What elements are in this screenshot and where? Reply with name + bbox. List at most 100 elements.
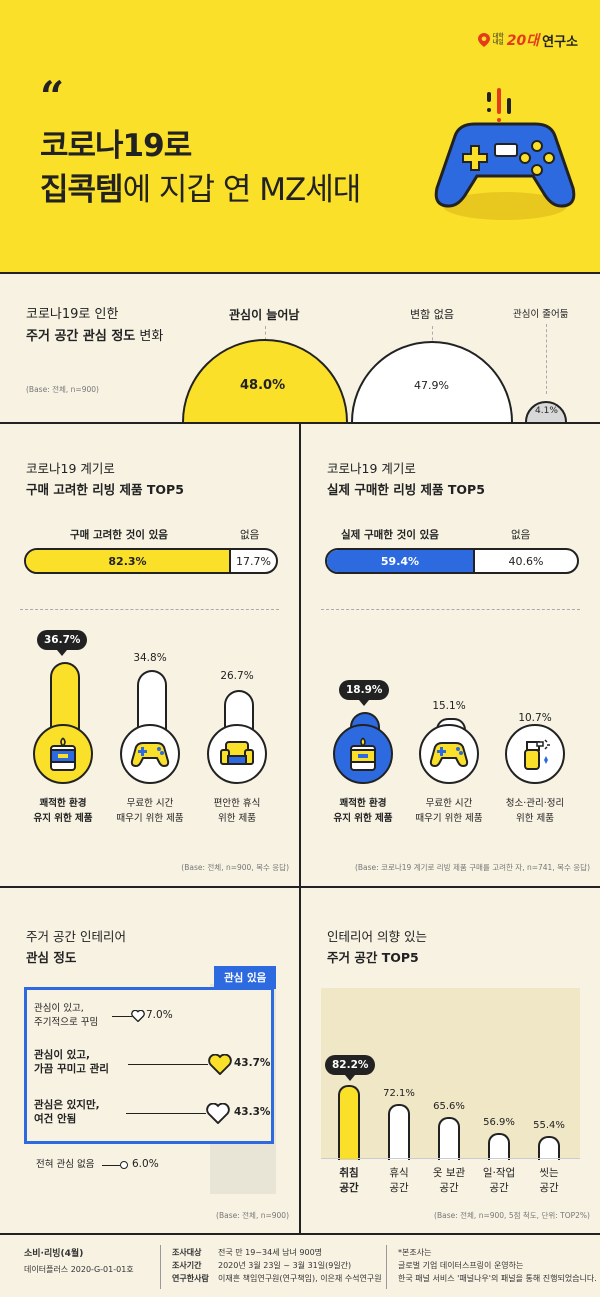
item-label: 편안한 휴식 위한 제품: [213, 798, 261, 824]
interested-tag: 관심 있음: [214, 966, 277, 989]
decreased-value: 4.1%: [535, 406, 558, 416]
value-bubble: 36.7%: [37, 630, 88, 656]
base-note: (Base: 전체, n=900): [216, 1211, 289, 1220]
increased-value: 48.0%: [240, 378, 286, 393]
bar-segment-no: 17.7%: [236, 554, 271, 568]
space-value: 65.6%: [433, 1100, 465, 1112]
base-note: (Base: 전체, n=900): [26, 385, 99, 394]
decreased-semicircle: [525, 401, 567, 422]
footer: 소비·리빙(4월) 데이터플러스 2020-G-01-01호 조사대상 전국 만 …: [0, 1235, 600, 1297]
brand-word: 연구소: [542, 34, 578, 50]
base-note: (Base: 전체, n=900, 복수 응답): [181, 863, 289, 872]
space-column: [488, 1132, 510, 1160]
bar-label-yes: 구매 고려한 것이 있음: [70, 529, 168, 541]
item-label: 무료한 시간 때우기 위한 제품: [116, 798, 184, 824]
semicircle-chart: [182, 339, 567, 422]
value-tube: [224, 690, 254, 730]
panel-title: 주거 공간 인테리어 관심 정도: [26, 929, 126, 965]
value-label: 15.1%: [432, 700, 466, 712]
interest-value: 6.0%: [132, 1158, 159, 1170]
value-tube: [50, 662, 80, 730]
item-label: 쾌적한 환경 유지 위한 제품: [33, 798, 93, 824]
page-title: 코로나19로 집콕템에 지갑 연 MZ세대: [40, 128, 361, 208]
space-label: 일·작업 공간: [482, 1167, 516, 1194]
unchanged-semicircle: [351, 341, 513, 422]
space-column: [338, 1085, 360, 1160]
unchanged-label: 변함 없음: [410, 308, 454, 321]
bar-segment-yes: 59.4%: [327, 550, 475, 572]
baseline: [321, 1158, 580, 1159]
panel-title: 인테리어 의향 있는 주거 공간 TOP5: [327, 929, 427, 965]
interest-row: 관심은 있지만, 여건 안됨: [34, 1099, 100, 1125]
gamepad-illustration-icon: [434, 88, 576, 220]
value-bubble: 18.9%: [339, 680, 390, 706]
brand-logo: 대학 내일 20대 연구소: [477, 30, 578, 50]
leader-line: [128, 1064, 208, 1065]
spray-bottle-icon: [505, 724, 565, 784]
bar-segment-yes: 82.3%: [26, 550, 231, 572]
value-tube: [137, 670, 167, 730]
value-label: 10.7%: [518, 712, 552, 724]
footer-series: 소비·리빙(4월) 데이터플러스 2020-G-01-01호: [24, 1249, 134, 1274]
interest-value: 43.3%: [234, 1106, 271, 1118]
bar-label-no: 없음: [240, 529, 260, 541]
gamepad-icon: [419, 724, 479, 784]
heart-icon: [208, 1054, 232, 1075]
space-label: 휴식 공간: [389, 1167, 409, 1194]
quote-mark: “: [40, 72, 65, 121]
base-note: (Base: 전체, n=900, 5점 척도, 단위: TOP2%): [434, 1211, 590, 1220]
brand-small: 대학 내일: [492, 33, 504, 46]
footer-note: *본조사는 글로벌 기업 데이터스프링이 운영하는 한국 패널 서비스 '패널나…: [398, 1248, 597, 1283]
value-label: 26.7%: [220, 670, 254, 682]
space-label: 씻는 공간: [539, 1167, 559, 1194]
space-value: 72.1%: [383, 1088, 415, 1100]
divider: [546, 324, 547, 394]
space-column: [388, 1104, 410, 1160]
heart-icon: [206, 1103, 230, 1124]
space-column: [538, 1135, 560, 1160]
divider: [432, 326, 433, 346]
space-value: 82.2%: [325, 1055, 376, 1082]
interest-change-section: 코로나19로 인한 주거 공간 관심 정도 변화 (Base: 전체, n=90…: [0, 274, 600, 424]
increased-label: 관심이 늘어남: [229, 308, 300, 322]
divider: [386, 1245, 387, 1289]
section-title: 코로나19로 인한 주거 공간 관심 정도 변화: [26, 307, 164, 344]
hero-section: 대학 내일 20대 연구소 “ 코로나19로 집콕템에 지갑 연 MZ세대: [0, 0, 600, 274]
brand-number: 20대: [506, 33, 540, 49]
interest-row: 전혀 관심 없음: [36, 1159, 95, 1170]
item-label: 쾌적한 환경 유지 위한 제품: [333, 798, 393, 824]
space-value: 55.4%: [533, 1119, 565, 1131]
base-note: (Base: 코로나19 계기로 리빙 제품 구매를 고려한 자, n=741,…: [354, 863, 590, 872]
purchased-products-panel: 코로나19 계기로 실제 구매한 리빙 제품 TOP5 실제 구매한 것이 있음…: [301, 424, 600, 888]
heart-icon: [131, 1010, 145, 1022]
considered-products-panel: 코로나19 계기로 구매 고려한 리빙 제품 TOP5 구매 고려한 것이 있음…: [0, 424, 301, 888]
unchanged-value: 47.9%: [414, 379, 449, 392]
divider: [265, 326, 266, 346]
space-column: [438, 1116, 460, 1160]
bar-segment-no: 40.6%: [508, 554, 544, 568]
interior-spaces-panel: 인테리어 의향 있는 주거 공간 TOP5 82.2% 취침 공간 72.1% 휴식 공간…: [301, 888, 600, 1235]
divider: [321, 609, 580, 610]
bar-label-yes: 실제 구매한 것이 있음: [341, 529, 439, 541]
dot-marker: [120, 1161, 128, 1169]
footer-survey-info: 조사대상 전국 만 19~34세 남녀 900명 조사기간 2020년 3월 23일…: [172, 1248, 382, 1283]
value-label: 34.8%: [133, 652, 167, 664]
divider: [160, 1245, 161, 1289]
increased-semicircle: [182, 339, 348, 422]
considered-stacked-bar: 82.3% 17.7%: [24, 548, 278, 574]
interest-value: 43.7%: [234, 1057, 271, 1069]
purchased-stacked-bar: 59.4% 40.6%: [325, 548, 579, 574]
interest-row: 관심이 있고, 주기적으로 꾸밈: [34, 1003, 99, 1028]
space-label: 옷 보관 공간: [432, 1167, 466, 1194]
space-value: 56.9%: [483, 1116, 515, 1128]
gamepad-icon: [120, 724, 180, 784]
space-label: 취침 공간: [339, 1167, 359, 1194]
candle-icon: [333, 724, 393, 784]
item-label: 청소·관리·정리 위한 제품: [505, 798, 565, 824]
panel-title: 코로나19 계기로 구매 고려한 리빙 제품 TOP5: [26, 461, 184, 497]
armchair-icon: [207, 724, 267, 784]
leader-line: [112, 1016, 132, 1017]
decreased-label: 관심이 줄어듦: [513, 309, 569, 320]
location-pin-icon: [477, 33, 490, 47]
